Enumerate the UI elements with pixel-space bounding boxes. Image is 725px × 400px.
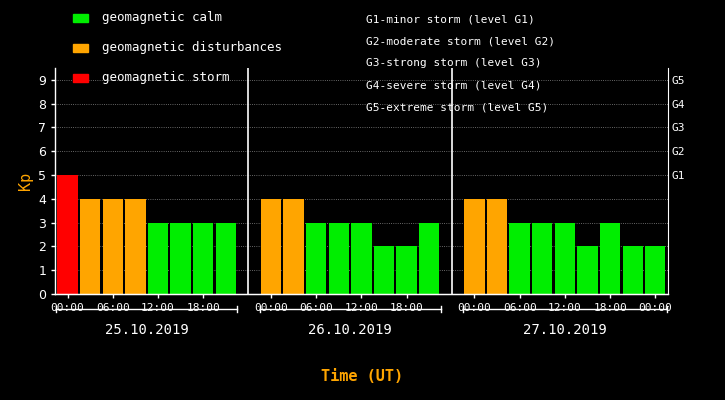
Bar xyxy=(555,223,575,294)
Text: geomagnetic storm: geomagnetic storm xyxy=(102,72,229,84)
Text: G1-minor storm (level G1): G1-minor storm (level G1) xyxy=(366,14,535,24)
Bar xyxy=(374,246,394,294)
Bar xyxy=(57,175,78,294)
Bar xyxy=(215,223,236,294)
Bar xyxy=(125,199,146,294)
Bar xyxy=(80,199,100,294)
Bar xyxy=(600,223,621,294)
Bar xyxy=(577,246,597,294)
Text: G3-strong storm (level G3): G3-strong storm (level G3) xyxy=(366,58,542,68)
Bar xyxy=(397,246,417,294)
Bar xyxy=(532,223,552,294)
Bar xyxy=(193,223,213,294)
Bar xyxy=(623,246,643,294)
Bar xyxy=(170,223,191,294)
Text: 27.10.2019: 27.10.2019 xyxy=(523,323,607,337)
Text: geomagnetic disturbances: geomagnetic disturbances xyxy=(102,42,281,54)
Bar xyxy=(487,199,508,294)
Bar xyxy=(102,199,123,294)
Text: geomagnetic calm: geomagnetic calm xyxy=(102,12,222,24)
Bar xyxy=(510,223,530,294)
Text: G5-extreme storm (level G5): G5-extreme storm (level G5) xyxy=(366,102,548,112)
Bar xyxy=(306,223,326,294)
Bar xyxy=(464,199,484,294)
Bar xyxy=(283,199,304,294)
Y-axis label: Kp: Kp xyxy=(17,172,33,190)
Text: 26.10.2019: 26.10.2019 xyxy=(308,323,392,337)
Bar xyxy=(328,223,349,294)
Bar xyxy=(419,223,439,294)
Bar xyxy=(645,246,666,294)
Bar xyxy=(261,199,281,294)
Text: G2-moderate storm (level G2): G2-moderate storm (level G2) xyxy=(366,36,555,46)
Text: G4-severe storm (level G4): G4-severe storm (level G4) xyxy=(366,80,542,90)
Text: Time (UT): Time (UT) xyxy=(321,369,404,384)
Bar xyxy=(148,223,168,294)
Text: 25.10.2019: 25.10.2019 xyxy=(105,323,188,337)
Bar xyxy=(351,223,372,294)
